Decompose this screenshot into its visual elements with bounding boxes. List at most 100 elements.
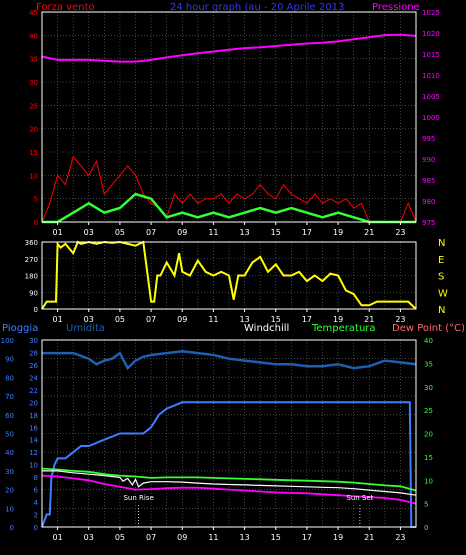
wind-speed-tick: 10: [29, 172, 38, 180]
panel2-hour-tick: 23: [395, 315, 405, 324]
wind-speed-line: [41, 155, 417, 223]
pressure-tick: 1000: [422, 114, 440, 122]
temperature-tick: 15: [424, 454, 433, 462]
rain-tick: 20: [29, 399, 38, 407]
pressure-tick: 1025: [422, 9, 440, 17]
panel1-hour-tick: 07: [146, 228, 156, 237]
panel3-hour-tick: 01: [52, 533, 62, 542]
dew-point-label: Dew Point (°C): [392, 323, 465, 334]
panel1-hour-tick: 13: [239, 228, 249, 237]
temperature-tick: 0: [424, 524, 428, 532]
wind-speed-tick: 35: [29, 56, 38, 64]
wind-speed-tick: 45: [29, 9, 38, 17]
temperature-tick: 20: [424, 431, 433, 439]
panel1-hour-tick: 05: [115, 228, 125, 237]
wind-direction-tick: 270: [25, 256, 38, 264]
humidity-axis-label: Umidita: [66, 323, 105, 334]
rain-tick: 2: [34, 512, 38, 520]
dew-point-line: [41, 474, 417, 505]
panel3-hour-tick: 21: [364, 533, 374, 542]
humidity-tick: 90: [5, 356, 14, 364]
chart-title: 24 hour graph (au - 20 Aprile 2013: [170, 2, 344, 13]
panel2-hour-tick: 11: [208, 315, 218, 324]
rain-tick: 18: [29, 412, 38, 420]
wind-speed-tick: 0: [34, 219, 38, 227]
panel3-hour-tick: 09: [177, 533, 187, 542]
temperature-line: [41, 467, 417, 492]
panel2-hour-tick: 01: [52, 315, 62, 324]
humidity-tick: 50: [5, 431, 14, 439]
wind-direction-tick: 180: [25, 273, 38, 281]
sunset-label: Sun Set: [346, 494, 373, 502]
panel1-hour-tick: 19: [333, 228, 343, 237]
panel2-hour-tick: 05: [115, 315, 125, 324]
wind-direction-tick: 360: [25, 239, 38, 247]
rain-tick: 26: [29, 362, 38, 370]
temperature-label: Temperatura: [311, 323, 376, 334]
panel1-hour-tick: 01: [52, 228, 62, 237]
panel2-hour-tick: 15: [271, 315, 281, 324]
pressure-tick: 990: [422, 156, 435, 164]
rain-tick: 24: [29, 374, 38, 382]
rain-tick: 14: [29, 437, 38, 445]
panel2-hour-tick: 19: [333, 315, 343, 324]
wind-speed-tick: 25: [29, 102, 38, 110]
humidity-tick: 10: [5, 505, 14, 513]
panel1-frame: [41, 11, 417, 223]
temperature-tick: 30: [424, 384, 433, 392]
compass-label: W: [438, 288, 448, 299]
pressure-tick: 1020: [422, 30, 440, 38]
panel3-hour-tick: 05: [115, 533, 125, 542]
panel2-hour-tick: 17: [302, 315, 312, 324]
windchill-label: Windchill: [244, 323, 289, 334]
panel2-hour-tick: 09: [177, 315, 187, 324]
humidity-tick: 60: [5, 412, 14, 420]
temperature-tick: 25: [424, 407, 433, 415]
rain-tick: 22: [29, 387, 38, 395]
rain-tick: 0: [34, 524, 38, 532]
wind-speed-tick: 5: [34, 196, 38, 204]
wind-direction-tick: 0: [34, 306, 38, 314]
panel1-hour-tick: 17: [302, 228, 312, 237]
panel3-hour-tick: 03: [84, 533, 94, 542]
wind-direction-line: [41, 240, 417, 310]
pressure-tick: 995: [422, 135, 435, 143]
panel1-hour-tick: 23: [395, 228, 405, 237]
pressure-tick: 985: [422, 177, 435, 185]
pressure-tick: 1005: [422, 93, 440, 101]
wind-speed-tick: 20: [29, 126, 38, 134]
panel2-hour-tick: 21: [364, 315, 374, 324]
wind-speed-tick: 40: [29, 32, 38, 40]
temperature-tick: 5: [424, 501, 428, 509]
rain-line: [41, 401, 416, 528]
humidity-tick: 100: [1, 337, 14, 345]
humidity-tick: 80: [5, 374, 14, 382]
panel3-hour-tick: 13: [239, 533, 249, 542]
panel3-hour-tick: 17: [302, 533, 312, 542]
rain-tick: 10: [29, 462, 38, 470]
humidity-tick: 70: [5, 393, 14, 401]
humidity-line: [42, 349, 417, 371]
humidity-tick: 0: [10, 524, 14, 532]
pressure-line: [41, 33, 417, 63]
panel3-hour-tick: 23: [395, 533, 405, 542]
panel1-hour-tick: 11: [208, 228, 218, 237]
pressure-axis-label: Pressione: [372, 2, 420, 13]
rain-tick: 16: [29, 424, 38, 432]
panel3-hour-tick: 15: [271, 533, 281, 542]
panel2-frame: [41, 241, 417, 310]
panel1-hour-tick: 21: [364, 228, 374, 237]
rain-tick: 8: [34, 474, 38, 482]
pressure-tick: 1010: [422, 72, 440, 80]
compass-label: E: [438, 255, 444, 266]
panel2-hour-tick: 03: [84, 315, 94, 324]
rain-tick: 12: [29, 449, 38, 457]
rain-tick: 28: [29, 349, 38, 357]
humidity-tick: 40: [5, 449, 14, 457]
wind-speed-tick: 30: [29, 79, 38, 87]
chart-marks: 0510152025303540459759809859909951000100…: [1, 9, 448, 542]
wind-direction-tick: 90: [29, 289, 38, 297]
wind-speed-tick: 15: [29, 149, 38, 157]
